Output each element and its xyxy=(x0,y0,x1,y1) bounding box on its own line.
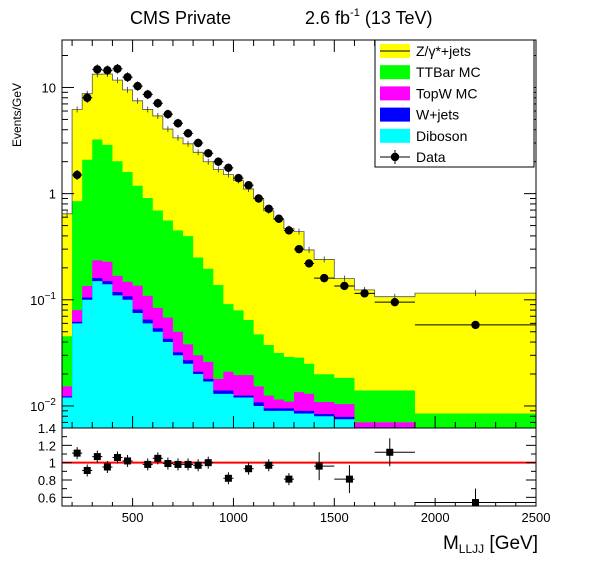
stack-outline xyxy=(62,73,536,298)
ratio-panel: 0.6 0.8 1 1.2 1.4 xyxy=(38,421,537,507)
data-point xyxy=(163,110,173,119)
legend-label-data: Data xyxy=(416,149,446,165)
x-tick-label: 2500 xyxy=(522,510,551,525)
ratio-point xyxy=(194,461,202,469)
ratio-point xyxy=(83,466,91,474)
data-point xyxy=(83,93,92,102)
legend-box xyxy=(374,39,535,168)
x-tick-label: 500 xyxy=(122,510,144,525)
data-point xyxy=(284,226,294,235)
x-axis: 500 1000 1500 2000 2500 xyxy=(71,40,551,525)
data-point xyxy=(183,129,193,138)
legend-label-ttbar-mc: TTBar MC xyxy=(416,64,481,80)
data-point xyxy=(224,163,233,173)
ratio-point xyxy=(93,453,101,461)
data-point xyxy=(360,289,369,298)
ratio-point xyxy=(164,460,172,468)
ratio-point xyxy=(184,460,192,468)
data-point xyxy=(173,119,183,128)
ratio-point xyxy=(204,459,212,467)
ratio-point xyxy=(73,449,81,457)
legend: Z/γ*+jets TTBar MC TopW MC W+jets Diboson Dat… xyxy=(374,39,535,168)
data-point xyxy=(113,64,122,73)
data-point xyxy=(390,297,400,307)
ratio-y-tick-label: 1.4 xyxy=(38,421,56,436)
data-point xyxy=(204,149,213,158)
x-tick-label: 2000 xyxy=(421,510,450,525)
ratio-point xyxy=(386,448,394,456)
data-point xyxy=(93,65,102,74)
ratio-y-tick-label: 1.2 xyxy=(38,438,56,453)
x-tick-label: 1000 xyxy=(219,510,248,525)
data-point xyxy=(320,273,329,283)
data-point xyxy=(471,320,480,330)
legend-swatch-diboson xyxy=(380,128,410,143)
ratio-y-tick-label: 0.8 xyxy=(38,473,56,488)
legend-label-z-jets: Z/γ*+jets xyxy=(416,43,471,59)
ratio-point xyxy=(124,457,132,465)
data-point xyxy=(133,81,142,91)
data-point xyxy=(234,173,243,183)
data-point xyxy=(214,157,223,166)
data-point xyxy=(193,138,203,148)
data-point xyxy=(123,72,132,82)
legend-label-diboson: Diboson xyxy=(416,128,467,144)
lumi-label: 2.6 fb-1 (13 TeV) xyxy=(305,7,433,28)
data-point xyxy=(244,181,253,190)
legend-swatch-ttbar-mc xyxy=(380,65,410,80)
ratio-point xyxy=(315,462,323,470)
y-axis-title: Events/GeV xyxy=(10,83,24,147)
data-point xyxy=(254,194,263,203)
ratio-point xyxy=(345,475,353,483)
ratio-point xyxy=(245,465,253,473)
legend-label-topw-mc: TopW MC xyxy=(416,85,477,101)
data-point xyxy=(153,99,163,108)
y-tick-label: 10−1 xyxy=(30,291,56,308)
data-point xyxy=(340,281,349,291)
stack-diboson xyxy=(62,281,536,428)
ratio-point xyxy=(224,474,232,482)
ratio-point xyxy=(285,475,293,483)
x-tick-label: 1500 xyxy=(320,510,349,525)
data-point xyxy=(264,204,273,213)
legend-swatch-w-jets xyxy=(380,107,410,122)
chart-title: CMS Private xyxy=(130,8,231,28)
ratio-y-tick-label: 1 xyxy=(49,456,56,471)
ratio-point xyxy=(144,460,152,468)
ratio-point xyxy=(265,461,273,469)
data-point xyxy=(72,170,82,180)
legend-label-w-jets: W+jets xyxy=(416,107,459,123)
y-tick-label: 10−2 xyxy=(30,397,56,414)
ratio-frame xyxy=(61,427,537,507)
data-point xyxy=(143,90,152,99)
legend-marker-data xyxy=(390,152,400,162)
data-point xyxy=(103,66,112,75)
ratio-y-tick-label: 0.6 xyxy=(38,490,56,505)
x-axis-title: MLLJJ [GeV] xyxy=(443,533,538,556)
data-point xyxy=(274,214,284,223)
data-point xyxy=(304,259,314,268)
ratio-point xyxy=(113,453,121,461)
experiment-label: CMS Private xyxy=(130,8,231,28)
y-tick-label: 10 xyxy=(42,80,56,95)
data-point xyxy=(294,244,304,254)
y-tick-label: 1 xyxy=(49,187,56,202)
ratio-point xyxy=(103,463,111,471)
data-points xyxy=(72,63,536,330)
legend-swatch-topw-mc xyxy=(380,86,410,101)
upper-axes: 10 1 10−1 10−2 xyxy=(30,39,537,429)
ratio-point xyxy=(154,454,162,462)
ratio-point xyxy=(174,460,182,468)
